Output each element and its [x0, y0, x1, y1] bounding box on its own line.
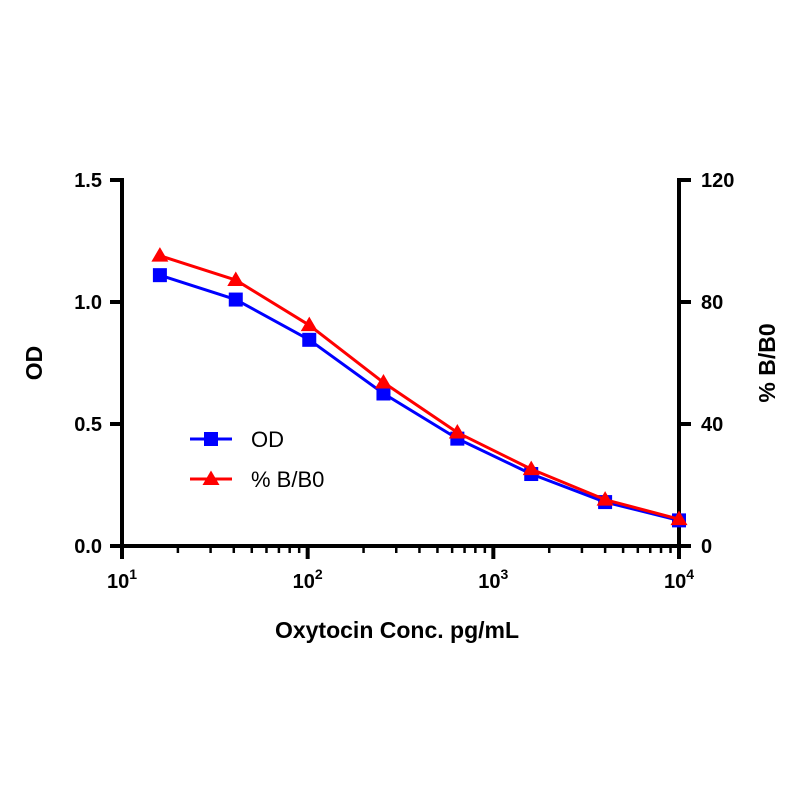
y-right-tick-label: 80	[701, 292, 723, 314]
bb0-point	[151, 247, 169, 262]
legend-marker	[204, 432, 218, 446]
x-tick-label: 101	[107, 566, 137, 593]
legend-label: % B/B0	[251, 467, 324, 492]
bb0-point	[374, 374, 392, 389]
y-left-tick-label: 1.5	[74, 170, 102, 192]
y-left-tick-label: 1.0	[74, 292, 102, 314]
od-point	[152, 268, 167, 283]
legend: OD % B/B0	[190, 427, 324, 492]
bb0-point	[670, 510, 688, 526]
y-axis-left-title: OD	[21, 346, 47, 381]
od-point	[376, 386, 391, 401]
x-axis-title: Oxytocin Conc. pg/mL	[275, 617, 519, 643]
ticks-layer: 0.0 0.5 1.0 1.5 0 40 80 120 101 102 103 104	[74, 170, 734, 593]
od-point	[228, 292, 243, 307]
legend-label: OD	[251, 427, 284, 452]
series-layer	[151, 247, 688, 528]
bb0-point	[300, 316, 318, 332]
axes	[120, 178, 681, 548]
od-point	[302, 332, 317, 347]
bb0-point	[448, 424, 466, 439]
od-series-line	[159, 273, 680, 522]
bb0-point	[522, 460, 540, 476]
y-left-tick-label: 0.0	[74, 536, 102, 558]
x-tick-label: 104	[664, 566, 694, 593]
y-right-tick-label: 40	[701, 414, 723, 436]
legend-marker	[202, 470, 220, 485]
bb0-point	[227, 271, 245, 286]
y-right-tick-label: 0	[701, 536, 712, 558]
y-right-tick-label: 120	[701, 170, 734, 192]
y-left-tick-label: 0.5	[74, 414, 102, 436]
y-axis-right-title: % B/B0	[754, 323, 780, 402]
x-tick-label: 102	[293, 566, 323, 593]
bb0-point	[596, 491, 614, 506]
x-tick-label: 103	[478, 566, 508, 593]
bb0-series-line	[159, 254, 680, 521]
